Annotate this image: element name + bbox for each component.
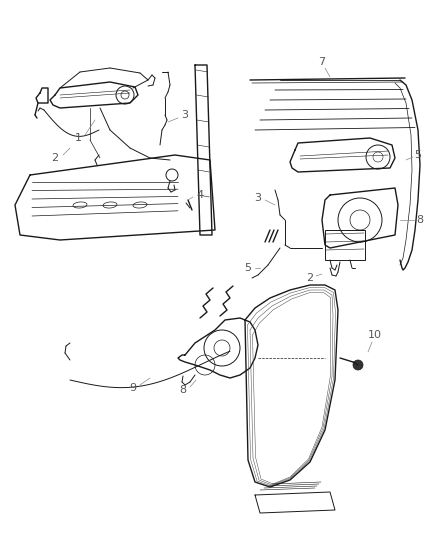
Text: 5: 5 — [244, 263, 251, 273]
Text: 3: 3 — [181, 110, 188, 120]
Text: 2: 2 — [51, 153, 59, 163]
Text: 2: 2 — [307, 273, 314, 283]
Text: 1: 1 — [74, 133, 81, 143]
Circle shape — [353, 360, 363, 370]
Text: 9: 9 — [130, 383, 137, 393]
Text: 5: 5 — [414, 150, 421, 160]
Bar — [325, 230, 365, 260]
Text: 8: 8 — [180, 385, 187, 395]
Text: 8: 8 — [417, 215, 424, 225]
Text: 4: 4 — [196, 190, 204, 200]
Text: 3: 3 — [254, 193, 261, 203]
Text: 10: 10 — [368, 330, 382, 340]
Text: 7: 7 — [318, 57, 325, 67]
